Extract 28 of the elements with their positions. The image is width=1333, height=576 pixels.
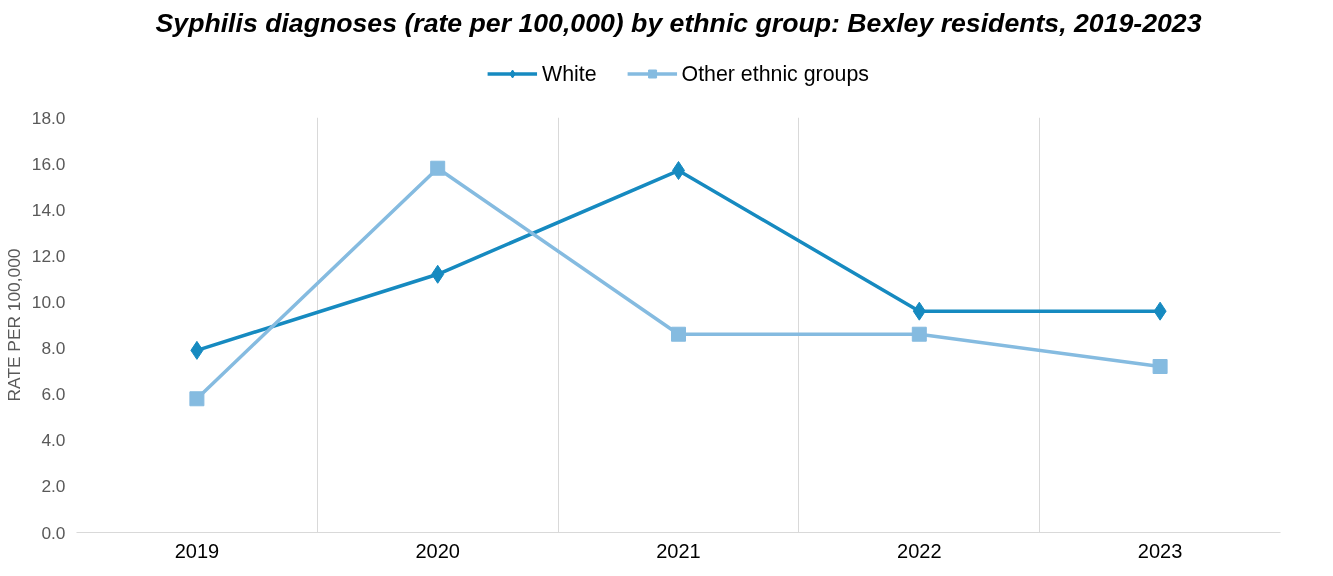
x-tick-label: 2021: [656, 539, 701, 562]
legend-label: Other ethnic groups: [681, 61, 869, 86]
x-tick-label: 2019: [174, 539, 220, 562]
y-axis-title: RATE PER 100,000: [3, 248, 24, 402]
x-tick-label: 2022: [897, 539, 942, 562]
y-tick-label: 0.0: [41, 522, 66, 543]
y-tick-label: 12.0: [31, 245, 66, 266]
point: [430, 160, 446, 176]
point: [911, 326, 927, 342]
chart-title: Syphilis diagnoses (rate per 100,000) by ethnic group: Bexley residents, 2019-2023: [155, 7, 1202, 38]
y-tick-label: 2.0: [41, 476, 66, 497]
y-tick-label: 4.0: [41, 430, 66, 451]
y-tick-label: 10.0: [31, 291, 66, 312]
point: [431, 264, 445, 284]
point: [190, 340, 204, 360]
point: [189, 391, 205, 407]
point: [1153, 301, 1167, 321]
legend-label: White: [542, 61, 597, 86]
point: [1152, 359, 1168, 374]
point: [671, 326, 686, 342]
point: [912, 301, 926, 321]
y-tick-label: 16.0: [31, 153, 66, 174]
y-tick-label: 18.0: [31, 107, 66, 128]
x-tick-label: 2020: [415, 539, 460, 562]
y-tick-label: 14.0: [31, 199, 66, 220]
x-tick-label: 2023: [1137, 539, 1183, 562]
y-tick-label: 6.0: [41, 384, 66, 405]
y-tick-label: 8.0: [41, 338, 66, 359]
